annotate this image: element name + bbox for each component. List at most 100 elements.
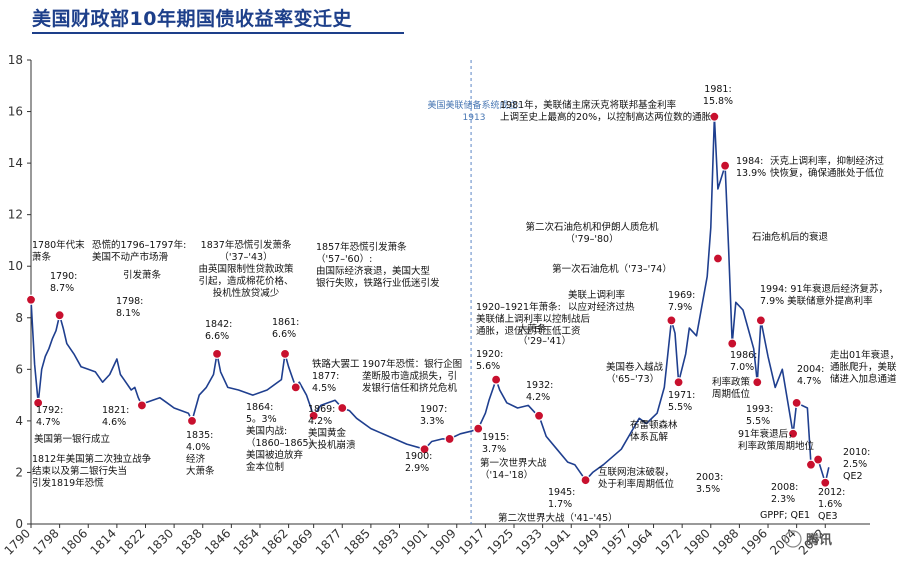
annotation-line: 1981: [704, 84, 731, 95]
data-marker [787, 428, 799, 439]
annotation-line: 1915: [482, 432, 509, 443]
annotation-line: 第一次世界大战 [480, 457, 547, 469]
annotation-line: 储进入加息通道 [830, 373, 897, 385]
annotation: 1981年，美联储主席沃克将联邦基金利率上调至史上最高的20%，以控制高达两位数… [500, 99, 712, 123]
annotation-line: 1984: [736, 156, 763, 167]
data-marker [820, 477, 831, 488]
data-marker [308, 410, 319, 421]
annotation: 美国第一银行成立 [34, 433, 110, 445]
annotation-line: GPPF; QE1 [760, 510, 810, 521]
watermark-logo-icon [784, 530, 802, 548]
annotation: 1907年恐慌：银行企图垄断股市造成损失，引发银行信任和挤兑危机 [362, 358, 462, 394]
annotation-line: （'65–'73） [606, 373, 659, 385]
annotation-line: 上调至史上最高的20%，以控制高达两位数的通胀 [500, 111, 712, 123]
annotation-line: 1907: [420, 404, 447, 415]
x-tick-label: 1822 [116, 526, 147, 557]
annotation-line: 1842: [205, 319, 232, 330]
annotation: 2008: 2.3% [771, 482, 798, 505]
y-tick-label: 10 [8, 259, 23, 273]
y-tick-label: 6 [15, 362, 23, 376]
annotation-line: 5。3% [246, 414, 277, 425]
data-marker [673, 377, 684, 388]
annotation-line: 恐慌的1796–1797年: [92, 239, 186, 251]
annotation-line: 4.7% [36, 417, 60, 428]
annotation: 互联网泡沫破裂，处于利率周期低位 [598, 466, 675, 490]
annotation: 1994: 91年衰退后经济复苏， 7.9% 美联储意外提高利率 [760, 283, 888, 307]
annotation-line: 1969: [668, 290, 695, 301]
data-marker [580, 475, 591, 486]
annotation: 1984: 13.9% [736, 156, 766, 179]
annotation: 2012: 1.6% QE3 [818, 487, 845, 522]
annotation-line: 石油危机后的衰退 [752, 231, 829, 243]
annotation: 1971: 5.5% [668, 390, 695, 413]
annotation-line: 1913 [463, 113, 486, 123]
annotation-line: 4.5% [312, 383, 336, 394]
watermark: 腾讯 [784, 530, 832, 548]
x-tick-label: 1996 [739, 526, 770, 557]
annotation-line: 6.6% [205, 331, 229, 342]
x-tick-label: 1980 [681, 526, 712, 557]
x-tick-label: 1790 [2, 526, 33, 557]
annotation-line: 1971: [668, 390, 695, 401]
annotation-line: 7.9% 美联储意外提高利率 [760, 295, 873, 307]
annotation-line: （'79–'80） [565, 233, 618, 245]
annotation-line: 1857年恐慌引发萧条 [316, 241, 407, 253]
annotation-line: 第一次石油危机（'73–'74） [552, 263, 672, 275]
annotation-line: 5.5% [668, 402, 692, 413]
annotation-line: 美国被迫放弃 [246, 449, 304, 461]
annotation-line: 互联网泡沫破裂， [598, 466, 674, 478]
annotation-line: 银行失败，铁路行业低迷引发 [316, 277, 440, 289]
data-marker [186, 415, 198, 426]
data-marker [533, 410, 545, 421]
annotation-line: 结束以及第二银行失当 [32, 465, 127, 477]
annotation-line: 2012: [818, 487, 845, 498]
annotation: 第二次石油危机和伊朗人质危机（'79–'80） [525, 221, 659, 245]
y-tick-label: 2 [15, 465, 23, 479]
annotation: 1869: 4.2%美国黄金大投机崩溃 [308, 404, 356, 451]
x-tick-label: 1949 [570, 526, 601, 557]
annotation-line: 1877: [312, 371, 339, 382]
x-tick-label: 1972 [653, 526, 684, 557]
annotation: 1812年美国第二次独立战争结束以及第二银行失当引发1819年恐慌 [32, 453, 152, 489]
annotation-line: 8.1% [116, 308, 140, 319]
annotation-line: 2.9% [405, 463, 429, 474]
annotation-line: （'37–'43） [219, 251, 272, 263]
data-marker [25, 294, 37, 305]
annotation: 布雷顿森林体系瓦解 [630, 419, 678, 443]
annotation: 1864: 5。3%美国内战:（1860–1865）美国被迫放弃金本位制 [246, 402, 318, 473]
annotation: 1861: 6.6% [272, 317, 299, 340]
y-tick-label: 8 [15, 311, 23, 325]
annotation: 1932: 4.2% [526, 380, 553, 403]
data-marker [337, 402, 348, 414]
annotation: 91年衰退后，利率政策周期地位 [738, 428, 815, 452]
annotation: 沃克上调利率，抑制经济过快恢复，确保通胀处于低位 [770, 155, 885, 179]
x-tick-label: 1846 [202, 526, 233, 557]
annotation-line: 铁路大罢工 [312, 358, 360, 370]
annotation-line: 由国际经济衰退，美国大型 [316, 265, 431, 277]
data-marker [211, 348, 223, 359]
annotation: 1986: 7.0% [730, 350, 757, 373]
y-tick-label: 0 [15, 517, 23, 531]
x-tick-label: 1957 [599, 526, 630, 557]
annotation-line: 4.2% [526, 392, 550, 403]
annotation-line: 体系瓦解 [630, 431, 669, 443]
data-marker [719, 160, 731, 171]
data-marker [54, 310, 65, 321]
annotation-line: 引发1819年恐慌 [32, 477, 104, 489]
annotation-line: 处于利率周期低位 [598, 478, 675, 490]
annotation-line: 3.3% [420, 416, 444, 427]
annotation: 1835: 4.0%经济大萧条 [186, 430, 215, 477]
annotation-line: 4.7% [797, 376, 821, 387]
annotation: 2003: 3.5% [696, 472, 723, 495]
annotation-line: 2.3% [771, 494, 795, 505]
annotation-line: （'29–'41） [518, 335, 571, 347]
annotation: 利率政策周期低位 [712, 376, 751, 400]
data-marker [136, 400, 148, 411]
annotation-line: 1869: [308, 404, 335, 415]
x-tick-label: 1988 [710, 526, 741, 557]
annotation-line: 1.7% [548, 499, 572, 510]
annotation-line: （'14–'18） [480, 469, 533, 481]
data-marker [473, 423, 484, 434]
annotation-line: 3.7% [482, 444, 506, 455]
